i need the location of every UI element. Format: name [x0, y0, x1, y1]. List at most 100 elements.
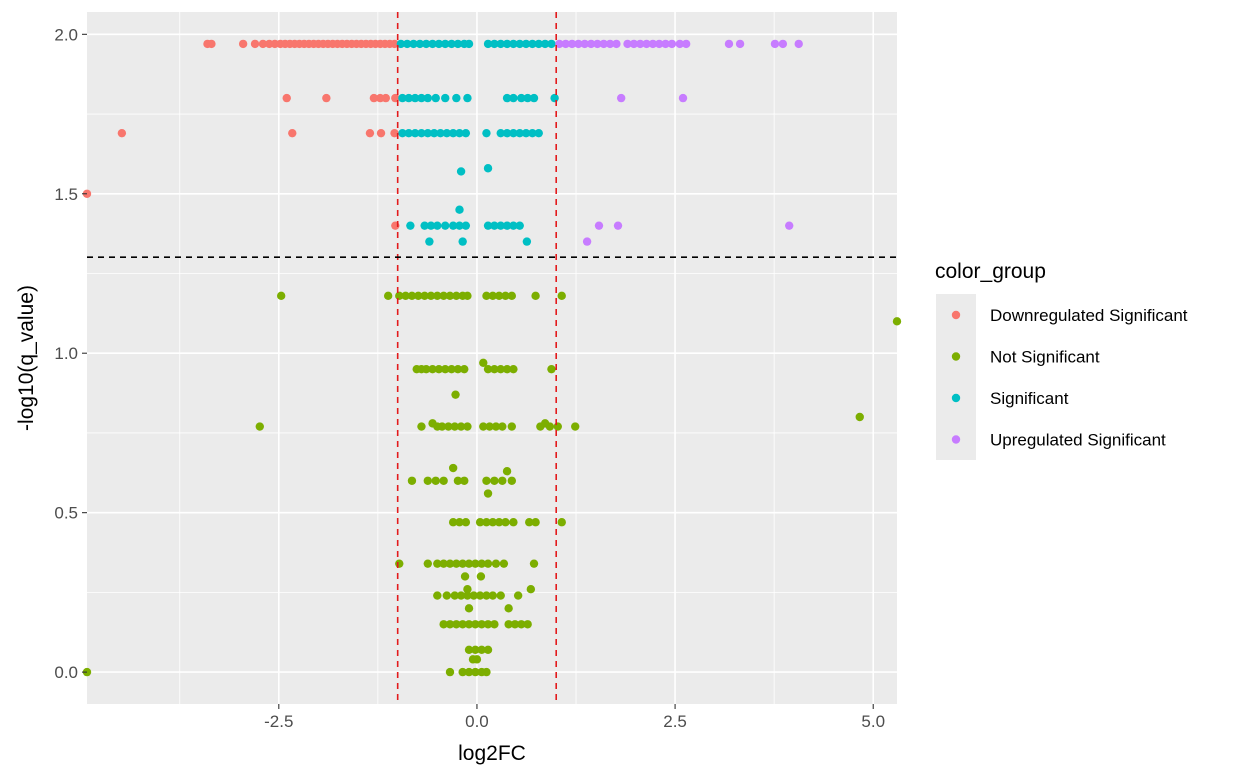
point-upregulated-significant: [605, 39, 615, 49]
point-significant: [523, 93, 532, 103]
point-downregulated-significant: [376, 128, 386, 138]
point-not-significant: [471, 645, 480, 654]
x-tick-label: -2.5: [264, 712, 293, 731]
point-not-significant: [526, 584, 536, 594]
y-tick-label: 2.0: [54, 25, 78, 44]
point-significant: [463, 93, 472, 103]
y-axis-title: -log10(q_value): [15, 285, 38, 431]
point-upregulated-significant: [770, 39, 780, 49]
point-not-significant: [507, 422, 517, 431]
grid-major: [87, 12, 897, 704]
point-significant: [428, 39, 437, 49]
point-not-significant: [475, 591, 485, 600]
reference-lines: [87, 12, 897, 704]
point-not-significant: [491, 559, 501, 568]
point-not-significant: [553, 422, 562, 431]
point-not-significant: [444, 422, 453, 431]
data-points: [82, 39, 902, 677]
point-significant: [402, 39, 412, 49]
point-upregulated-significant: [561, 39, 570, 49]
point-significant: [515, 128, 524, 138]
point-not-significant: [255, 422, 264, 431]
point-upregulated-significant: [612, 39, 621, 49]
point-significant: [398, 128, 407, 138]
x-tick-label: 0.0: [465, 712, 489, 731]
point-not-significant: [452, 620, 461, 629]
point-upregulated-significant: [661, 39, 670, 49]
point-upregulated-significant: [629, 39, 639, 49]
point-not-significant: [463, 291, 472, 301]
point-significant: [496, 128, 505, 138]
point-not-significant: [488, 518, 497, 527]
point-not-significant: [426, 291, 436, 301]
point-downregulated-significant: [250, 39, 260, 49]
point-not-significant: [476, 572, 486, 581]
point-upregulated-significant: [567, 39, 577, 49]
point-not-significant: [460, 572, 470, 581]
point-upregulated-significant: [675, 39, 685, 49]
point-upregulated-significant: [655, 39, 664, 49]
point-upregulated-significant: [574, 39, 583, 49]
point-not-significant: [423, 559, 433, 568]
point-not-significant: [442, 591, 452, 600]
point-not-significant: [483, 645, 493, 654]
point-not-significant: [482, 667, 491, 677]
point-not-significant: [502, 467, 512, 476]
point-downregulated-significant: [381, 93, 390, 103]
point-not-significant: [892, 317, 902, 326]
legend-key-background: [936, 294, 976, 460]
point-downregulated-significant: [369, 93, 379, 103]
point-not-significant: [445, 667, 455, 677]
point-not-significant: [496, 591, 505, 600]
point-not-significant: [433, 559, 442, 568]
point-not-significant: [531, 291, 540, 301]
point-significant: [483, 164, 493, 173]
point-significant: [422, 39, 431, 49]
y-tick-label: 0.5: [54, 504, 78, 523]
point-significant: [441, 39, 450, 49]
point-downregulated-significant: [117, 128, 127, 138]
point-not-significant: [502, 364, 512, 374]
point-significant: [433, 221, 442, 230]
point-not-significant: [491, 422, 501, 431]
point-upregulated-significant: [724, 39, 734, 49]
point-not-significant: [488, 591, 497, 600]
point-not-significant: [453, 364, 463, 374]
point-not-significant: [464, 667, 474, 677]
point-not-significant: [529, 559, 539, 568]
point-not-significant: [433, 291, 442, 301]
point-not-significant: [517, 620, 526, 629]
legend-key-marker: [951, 310, 961, 320]
point-significant: [415, 39, 425, 49]
point-downregulated-significant: [390, 128, 399, 138]
point-not-significant: [485, 422, 494, 431]
point-not-significant: [475, 518, 485, 527]
point-not-significant: [445, 559, 455, 568]
point-not-significant: [507, 291, 517, 301]
point-not-significant: [477, 559, 486, 568]
point-significant: [423, 93, 433, 103]
point-significant: [534, 128, 543, 138]
point-not-significant: [490, 364, 499, 374]
point-not-significant: [483, 364, 493, 374]
point-not-significant: [453, 476, 463, 485]
point-not-significant: [472, 655, 482, 664]
point-upregulated-significant: [593, 39, 602, 49]
point-significant: [458, 237, 467, 246]
point-significant: [453, 39, 463, 49]
point-not-significant: [479, 358, 488, 367]
point-not-significant: [509, 518, 518, 527]
point-not-significant: [276, 291, 286, 301]
point-not-significant: [483, 559, 493, 568]
point-not-significant: [455, 518, 464, 527]
point-upregulated-significant: [599, 39, 608, 49]
point-not-significant: [509, 364, 518, 374]
point-not-significant: [483, 489, 493, 498]
point-upregulated-significant: [642, 39, 651, 49]
legend-key-marker: [951, 352, 961, 361]
point-not-significant: [496, 364, 505, 374]
point-not-significant: [434, 364, 444, 374]
point-significant: [496, 39, 505, 49]
point-not-significant: [439, 476, 448, 485]
